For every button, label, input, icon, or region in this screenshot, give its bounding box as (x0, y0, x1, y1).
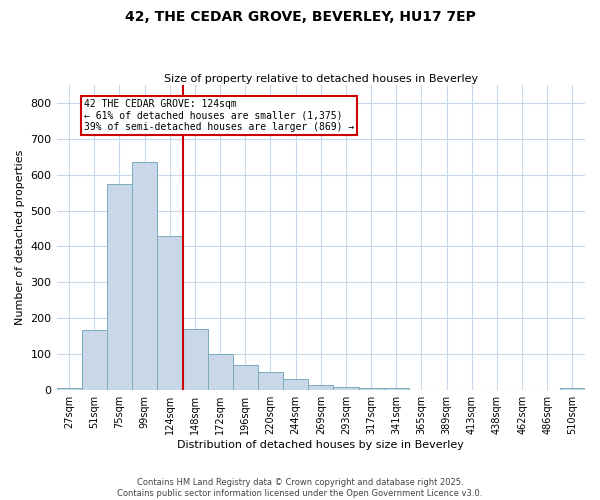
X-axis label: Distribution of detached houses by size in Beverley: Distribution of detached houses by size … (178, 440, 464, 450)
Bar (283, 380, 308, 390)
Bar (132, 162, 157, 390)
Text: Contains HM Land Registry data © Crown copyright and database right 2025.
Contai: Contains HM Land Registry data © Crown c… (118, 478, 482, 498)
Bar (560, 388, 585, 390)
Bar (208, 354, 233, 390)
Bar (182, 329, 208, 390)
Text: 42, THE CEDAR GROVE, BEVERLEY, HU17 7EP: 42, THE CEDAR GROVE, BEVERLEY, HU17 7EP (125, 10, 475, 24)
Bar (157, 236, 182, 390)
Bar (56, 388, 82, 390)
Y-axis label: Number of detached properties: Number of detached properties (15, 150, 25, 325)
Bar (359, 388, 383, 390)
Text: 42 THE CEDAR GROVE: 124sqm
← 61% of detached houses are smaller (1,375)
39% of s: 42 THE CEDAR GROVE: 124sqm ← 61% of deta… (84, 99, 354, 132)
Bar (107, 184, 132, 390)
Title: Size of property relative to detached houses in Beverley: Size of property relative to detached ho… (164, 74, 478, 84)
Bar (334, 388, 359, 390)
Bar (82, 330, 107, 390)
Bar (383, 388, 409, 390)
Bar (308, 385, 334, 390)
Bar (233, 365, 258, 390)
Bar (258, 372, 283, 390)
